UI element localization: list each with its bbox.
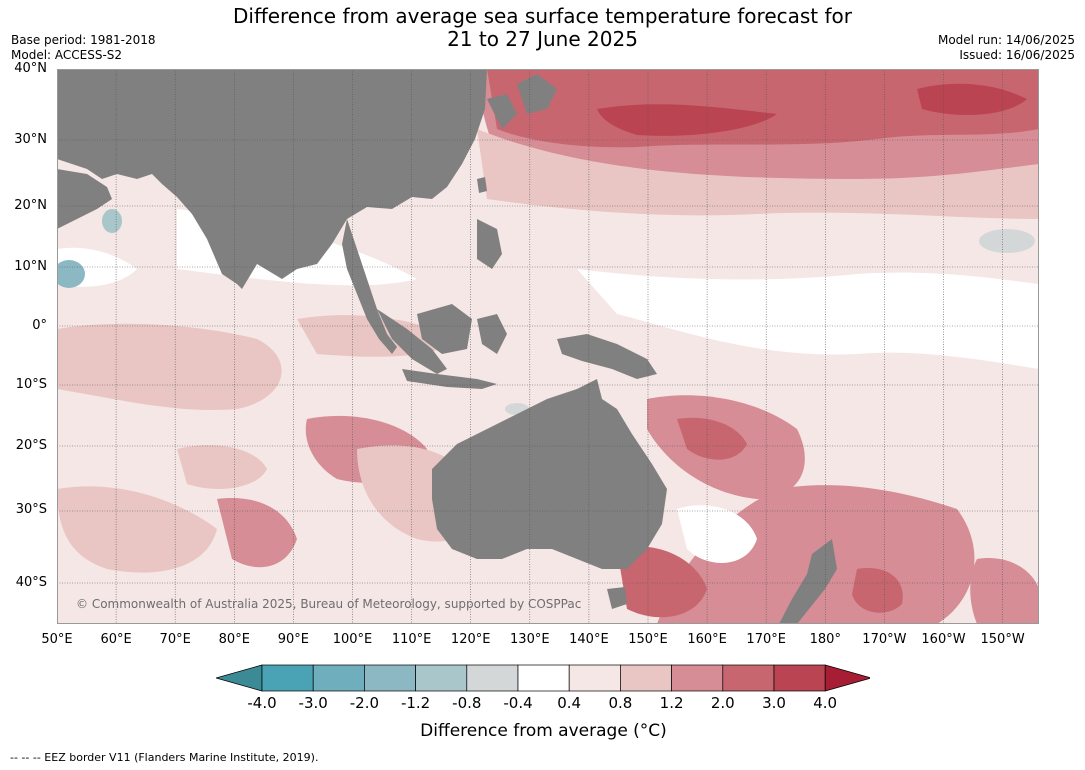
colorbar-tick-label: 0.4 bbox=[557, 694, 582, 712]
eez-border-footnote: -- -- -- EEZ border V11 (Flanders Marine… bbox=[10, 751, 319, 764]
land-masses bbox=[57, 69, 837, 624]
lat-label: 10°N bbox=[14, 259, 47, 274]
model-info: Base period: 1981-2018 Model: ACCESS-S2 bbox=[11, 33, 156, 63]
colorbar-tick-label: 3.0 bbox=[762, 694, 786, 712]
lon-label: 130°E bbox=[510, 632, 550, 647]
colorbar-segment bbox=[517, 664, 570, 692]
colorbar-label: Difference from average (°C) bbox=[420, 721, 667, 741]
java-land bbox=[402, 369, 497, 389]
base-period: Base period: 1981-2018 bbox=[11, 33, 156, 47]
lon-label: 170°E bbox=[746, 632, 786, 647]
lat-label: 0° bbox=[32, 318, 47, 333]
colorbar-segment bbox=[364, 664, 416, 692]
run-info: Model run: 14/06/2025 Issued: 16/06/2025 bbox=[938, 33, 1075, 63]
colorbar-tick-label: -3.0 bbox=[298, 694, 328, 712]
borneo-land bbox=[417, 304, 472, 354]
title-line-2: 21 to 27 June 2025 bbox=[447, 27, 638, 51]
colorbar-tick-label: -0.8 bbox=[452, 694, 482, 712]
lat-label: 40°N bbox=[14, 61, 47, 76]
colorbar-segment bbox=[466, 664, 519, 692]
lat-label: 40°S bbox=[15, 575, 47, 590]
colorbar-segment bbox=[773, 664, 826, 692]
malay-peninsula-land bbox=[342, 219, 397, 354]
colorbar-tick-label: -4.0 bbox=[247, 694, 277, 712]
colorbar-low-extend bbox=[216, 664, 263, 692]
lon-label: 160°E bbox=[687, 632, 727, 647]
model-name: Model: ACCESS-S2 bbox=[11, 48, 123, 62]
australia-land bbox=[432, 379, 667, 569]
colorbar bbox=[216, 664, 870, 692]
lon-label: 170°W bbox=[862, 632, 907, 647]
colorbar-segment bbox=[722, 664, 775, 692]
colorbar-segment bbox=[671, 664, 724, 692]
lat-label: 20°N bbox=[14, 198, 47, 213]
lon-label: 90°E bbox=[277, 632, 310, 647]
colorbar-segment bbox=[620, 664, 672, 692]
lon-label: 160°W bbox=[921, 632, 966, 647]
sulawesi-land bbox=[477, 314, 507, 354]
colorbar-segment bbox=[261, 664, 314, 692]
lon-label: 120°E bbox=[450, 632, 491, 647]
india-land bbox=[207, 239, 247, 284]
map-frame bbox=[57, 69, 1039, 624]
colorbar-tick-label: 1.2 bbox=[659, 694, 684, 712]
lat-label: 30°N bbox=[14, 132, 47, 147]
colorbar-tick-label: -2.0 bbox=[349, 694, 380, 712]
lon-label: 150°E bbox=[628, 632, 668, 647]
sumatra-land bbox=[377, 309, 447, 374]
lon-label: 70°E bbox=[159, 632, 191, 647]
tasmania-land bbox=[607, 587, 627, 609]
philippines-land bbox=[477, 219, 502, 269]
lon-label: 80°E bbox=[218, 632, 250, 647]
colorbar-segment bbox=[568, 664, 621, 692]
copyright-notice: © Commonwealth of Australia 2025, Bureau… bbox=[76, 597, 582, 611]
model-run: Model run: 14/06/2025 bbox=[937, 33, 1075, 47]
colorbar-tick-label: 4.0 bbox=[813, 694, 838, 712]
lon-label: 50°E bbox=[41, 632, 73, 647]
lon-label: 140°E bbox=[569, 632, 609, 647]
lon-label: 150°W bbox=[980, 632, 1025, 647]
lon-label: 60°E bbox=[100, 632, 132, 647]
lat-label: 30°S bbox=[15, 502, 47, 517]
japan-land bbox=[517, 74, 557, 114]
asia-land bbox=[57, 69, 487, 289]
sst-anomaly-map bbox=[57, 69, 1039, 624]
new-zealand-land bbox=[779, 539, 837, 624]
new-guinea-land bbox=[557, 334, 657, 379]
graticule bbox=[57, 69, 1039, 624]
title-line-1: Difference from average sea surface temp… bbox=[232, 4, 852, 28]
colorbar-segment bbox=[312, 664, 365, 692]
colorbar-high-extend bbox=[824, 664, 870, 692]
lat-label: 10°S bbox=[15, 377, 47, 392]
lat-label: 20°S bbox=[15, 438, 47, 453]
map-title: Difference from average sea surface temp… bbox=[0, 5, 1085, 51]
lon-label: 180° bbox=[809, 632, 841, 647]
colorbar-segment bbox=[415, 664, 468, 692]
colorbar-tick-label: 0.8 bbox=[608, 694, 633, 712]
colorbar-tick-label: 2.0 bbox=[710, 694, 735, 712]
colorbar-tick-label: -0.4 bbox=[503, 694, 533, 712]
arabia-land bbox=[57, 169, 112, 229]
lon-label: 110°E bbox=[391, 632, 432, 647]
lon-label: 100°E bbox=[332, 632, 373, 647]
korea-land bbox=[487, 94, 517, 129]
taiwan-land bbox=[477, 177, 487, 193]
colorbar-tick-label: -1.2 bbox=[400, 694, 431, 712]
issued-date: Issued: 16/06/2025 bbox=[959, 48, 1075, 62]
